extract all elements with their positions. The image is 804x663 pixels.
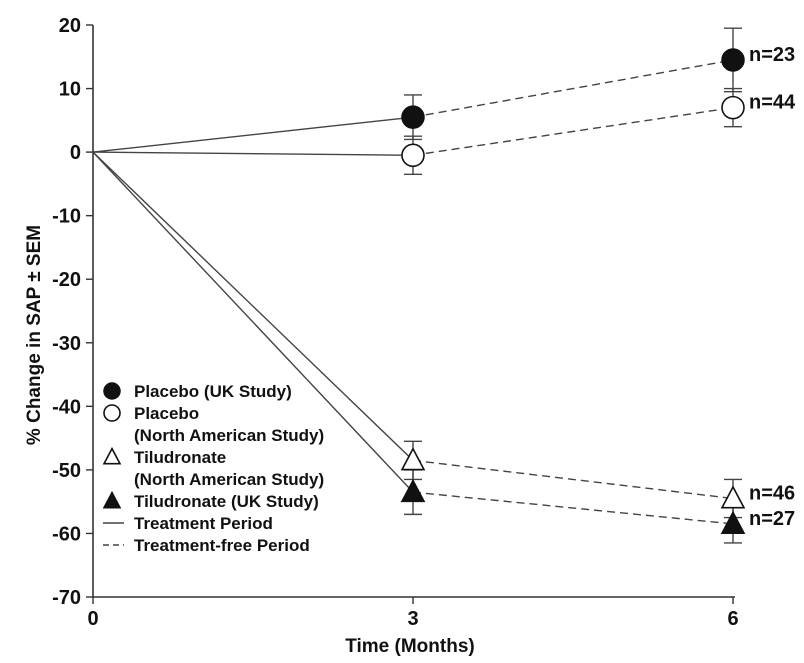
legend-label-continued: (North American Study) xyxy=(134,470,324,489)
series-lines xyxy=(92,59,734,525)
y-tick-label: 10 xyxy=(59,79,81,101)
n-label: n=23 xyxy=(749,44,795,66)
n-label: n=46 xyxy=(749,482,795,504)
treatment-free-period-line xyxy=(412,59,734,118)
legend-label: Placebo (UK Study) xyxy=(134,382,292,401)
legend-label: Tiludronate xyxy=(134,448,226,467)
y-tick-label: -10 xyxy=(52,206,81,228)
axes xyxy=(92,25,735,598)
filled-triangle-marker xyxy=(400,478,426,503)
filled-circle-marker xyxy=(401,105,425,129)
y-ticks: 20 10 0 -10 -20 -30 -40 -50 -60 -70 xyxy=(52,15,93,609)
markers xyxy=(400,48,746,534)
x-tick-label: 0 xyxy=(87,608,98,630)
filled-triangle-marker xyxy=(102,490,122,509)
y-tick-label: -70 xyxy=(52,587,81,609)
treatment-free-period-line xyxy=(412,459,734,500)
legend-label: Tiludronate (UK Study) xyxy=(134,492,319,511)
open-triangle-marker xyxy=(102,446,122,465)
legend: Placebo (UK Study) Placebo (North American… xyxy=(102,382,324,555)
y-axis-label: % Change in SAP ± SEM xyxy=(24,225,45,445)
n-labels: n=23 n=44 n=46 n=27 xyxy=(749,44,796,530)
treatment-period-line xyxy=(92,151,414,156)
open-triangle-marker xyxy=(720,485,746,509)
n-label: n=44 xyxy=(749,92,796,114)
y-tick-label: -30 xyxy=(52,333,81,355)
y-tick-label: 20 xyxy=(59,15,81,37)
treatment-free-period-line xyxy=(412,491,734,525)
y-tick-label: -40 xyxy=(52,396,81,418)
x-tick-label: 3 xyxy=(407,608,418,630)
y-tick-label: -50 xyxy=(52,460,81,482)
legend-label-continued: (North American Study) xyxy=(134,426,324,445)
filled-triangle-marker xyxy=(720,510,746,534)
legend-label: Placebo xyxy=(134,404,199,423)
x-tick-label: 6 xyxy=(727,608,738,630)
y-tick-label: -60 xyxy=(52,523,81,545)
x-axis-label: Time (Months) xyxy=(345,636,474,657)
y-tick-label: -20 xyxy=(52,269,81,291)
treatment-free-period-line xyxy=(412,106,734,156)
n-label: n=27 xyxy=(749,508,795,530)
filled-circle-marker xyxy=(721,48,745,72)
treatment-period-line xyxy=(92,151,414,461)
open-triangle-marker xyxy=(400,447,426,471)
x-ticks: 0 3 6 xyxy=(87,597,739,630)
open-circle-marker xyxy=(103,404,121,422)
open-circle-marker xyxy=(401,143,425,168)
y-tick-label: 0 xyxy=(70,142,81,164)
legend-label: Treatment Period xyxy=(134,514,273,533)
open-circle-marker xyxy=(721,95,745,120)
filled-circle-marker xyxy=(103,382,121,400)
treatment-period-line xyxy=(92,151,414,493)
treatment-period-line xyxy=(92,116,414,153)
legend-label: Treatment-free Period xyxy=(134,536,310,555)
